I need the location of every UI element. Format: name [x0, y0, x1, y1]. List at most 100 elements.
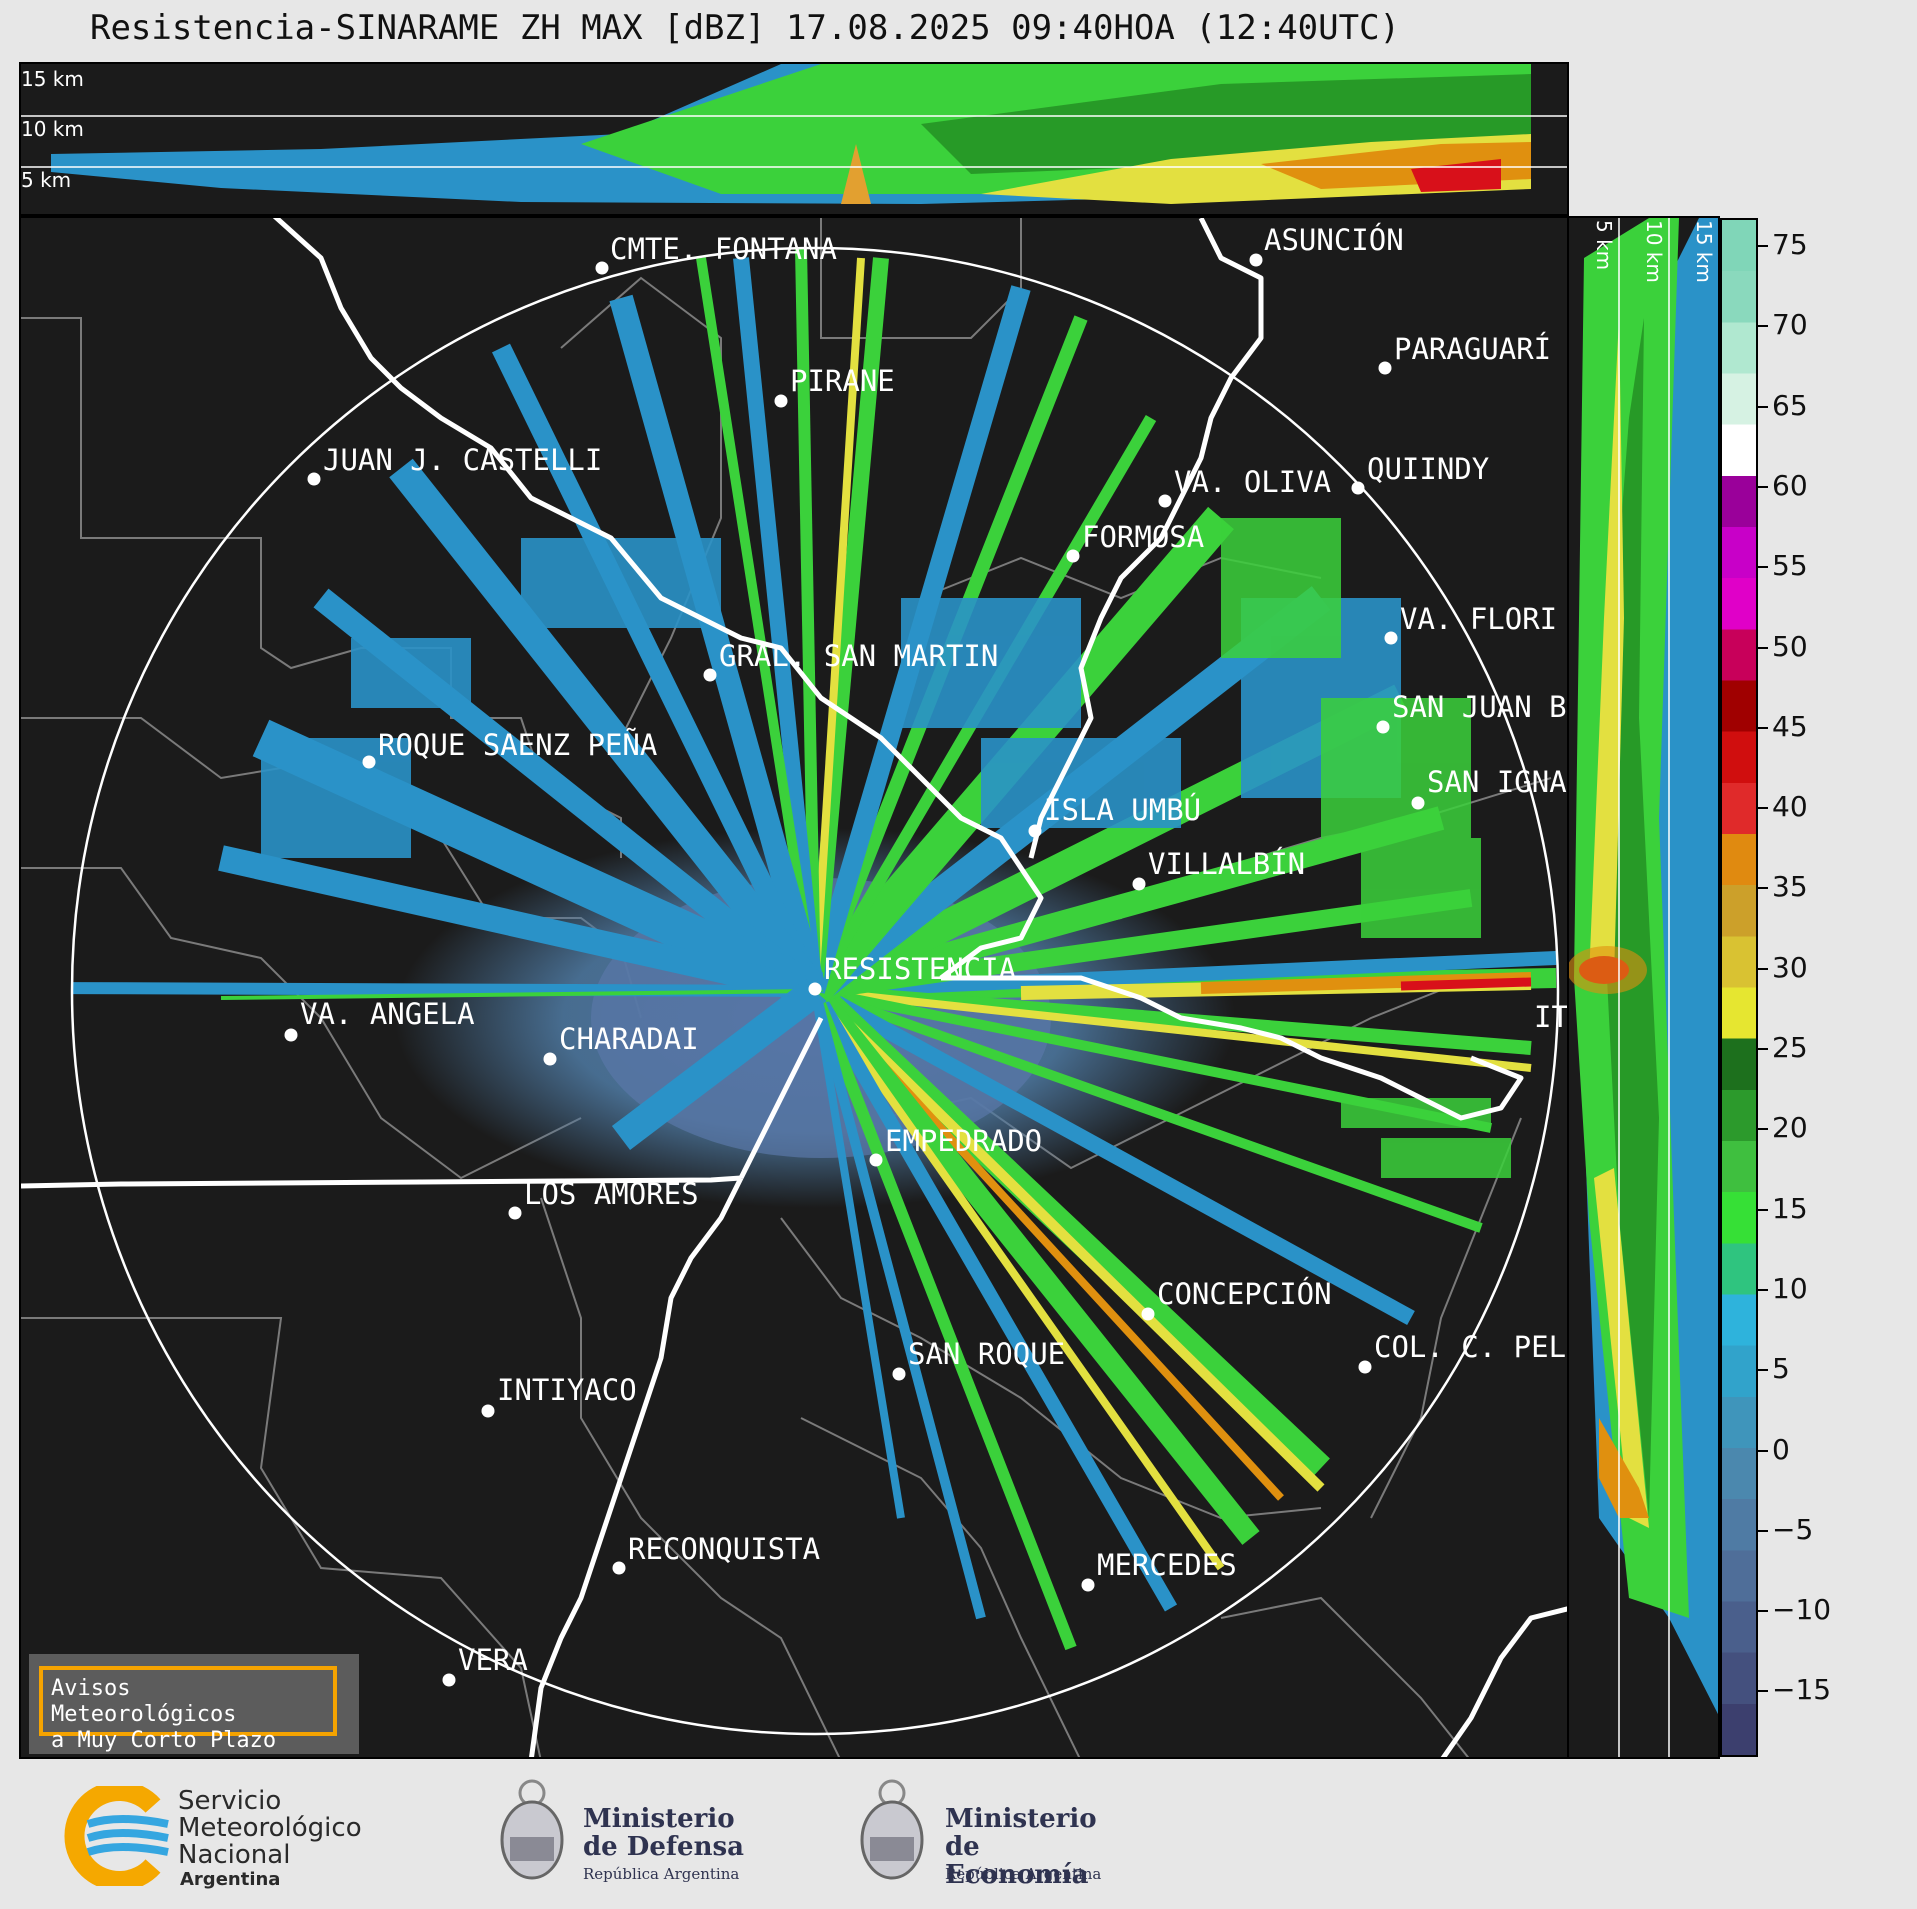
colorbar-tick-label: 65 — [1772, 388, 1808, 422]
colorbar-tick-label: 70 — [1772, 308, 1808, 342]
city-label: EMPEDRADO — [885, 1124, 1042, 1158]
city-label: RECONQUISTA — [628, 1532, 820, 1566]
side-label-5km: 5 km — [1592, 220, 1616, 270]
radar-map[interactable]: CMTE. FONTANA ASUNCIÓN PARAGUARÍ PIRANE JUAN… — [19, 216, 1569, 1759]
colorbar-tick — [1758, 1610, 1768, 1613]
smn-line2: Meteorológico — [178, 1813, 362, 1843]
top-label-5km: 5 km — [21, 168, 71, 192]
side-label-15km: 15 km — [1692, 220, 1716, 283]
city-dot — [1411, 796, 1425, 810]
top-label-10km: 10 km — [21, 117, 84, 141]
colorbar-tick — [1758, 646, 1768, 649]
city-dot — [703, 668, 717, 682]
smn-line3: Nacional — [178, 1840, 291, 1870]
city-label: MERCEDES — [1097, 1548, 1237, 1582]
city-label: CHARADAI — [559, 1022, 699, 1056]
side-echo-orange — [1599, 1418, 1649, 1518]
economia-line3: República Argentina — [945, 1865, 1102, 1883]
rivers-borders — [21, 218, 1567, 1757]
city-dot — [1028, 824, 1042, 838]
city-label: CMTE. FONTANA — [610, 232, 837, 266]
side-echo-yellow — [1589, 318, 1624, 978]
top-height-profile: 15 km 10 km 5 km — [19, 62, 1569, 216]
colorbar-tick-label: 25 — [1772, 1031, 1808, 1064]
colorbar-tick — [1758, 325, 1768, 328]
defensa-logo: Ministerio de Defensa República Argentin… — [495, 1775, 755, 1895]
colorbar-tick — [1758, 485, 1768, 488]
colorbar-tick-label: 35 — [1772, 870, 1808, 904]
city-dot — [1378, 361, 1392, 375]
city-dot — [612, 1561, 626, 1575]
city-dot — [442, 1673, 456, 1687]
colorbar — [1720, 218, 1758, 1757]
colorbar-tick — [1758, 807, 1768, 810]
city-dot — [892, 1367, 906, 1381]
city-dot — [543, 1052, 557, 1066]
economia-line1: Ministerio — [945, 1804, 1097, 1834]
side-profile-svg: 5 km 10 km 15 km — [1569, 218, 1718, 1757]
city-dot — [1066, 549, 1080, 563]
city-dot — [1351, 481, 1365, 495]
city-label: VA. ANGELA — [300, 997, 475, 1031]
colorbar-tick — [1758, 1449, 1768, 1452]
city-label: QUIINDY — [1367, 452, 1489, 486]
city-label: FORMOSA — [1082, 520, 1204, 554]
chart-title: Resistencia-SINARAME ZH MAX [dBZ] 17.08.… — [89, 8, 1401, 48]
city-label: ROQUE SAENZ PEÑA — [378, 728, 657, 762]
city-label: CONCEPCIÓN — [1157, 1277, 1332, 1311]
escudo-icon-2 — [860, 1779, 924, 1880]
notice-line1: Avisos Meteorológicos — [51, 1676, 237, 1727]
colorbar-tick — [1758, 887, 1768, 890]
colorbar-tick-label: 45 — [1772, 709, 1808, 743]
colorbar-tick-label: 5 — [1772, 1352, 1790, 1386]
notice-line2: a Muy Corto Plazo — [51, 1728, 277, 1753]
smn-logo-icon — [64, 1786, 169, 1886]
city-dot — [508, 1206, 522, 1220]
city-label: VA. FLORI — [1400, 602, 1557, 636]
city-dot — [1358, 1360, 1372, 1374]
city-dot — [284, 1028, 298, 1042]
city-dot — [774, 394, 788, 408]
colorbar-tick-label: −10 — [1772, 1593, 1832, 1627]
colorbar-tick-label: −15 — [1772, 1673, 1832, 1707]
city-label: SAN IGNA — [1427, 765, 1567, 799]
city-label: SAN JUAN B — [1392, 690, 1567, 724]
colorbar-tick — [1758, 1128, 1768, 1131]
echo-rays — [72, 248, 1557, 1651]
city-dot — [307, 472, 321, 486]
defensa-line1: Ministerio — [583, 1804, 735, 1834]
colorbar-tick-label: 50 — [1772, 629, 1808, 663]
colorbar-tick — [1758, 967, 1768, 970]
colorbar-tick — [1758, 1369, 1768, 1372]
colorbar-tick — [1758, 1690, 1768, 1693]
escudo-icon — [500, 1779, 564, 1880]
city-dot — [1158, 494, 1172, 508]
economia-logo: Ministerio de Economía República Argenti… — [855, 1775, 1115, 1895]
colorbar-tick-label: 40 — [1772, 790, 1808, 824]
city-dot — [481, 1404, 495, 1418]
colorbar-tick-label: 0 — [1772, 1432, 1790, 1466]
colorbar-tick-label: −5 — [1772, 1512, 1814, 1546]
defensa-line2: de Defensa — [583, 1832, 744, 1862]
colorbar-tick — [1758, 405, 1768, 408]
colorbar-tick — [1758, 1048, 1768, 1050]
colorbar-tick-label: 15 — [1772, 1191, 1808, 1225]
colorbar-tick — [1758, 726, 1768, 729]
side-height-profile: 5 km 10 km 15 km — [1569, 216, 1720, 1759]
smn-line4: Argentina — [180, 1869, 281, 1890]
city-label: VA. OLIVA — [1174, 465, 1331, 499]
colorbar-tick-label: 10 — [1772, 1271, 1808, 1305]
colorbar-tick-label: 20 — [1772, 1111, 1808, 1145]
notice-box[interactable]: Avisos Meteorológicos a Muy Corto Plazo — [29, 1654, 359, 1754]
colorbar-tick-label: 75 — [1772, 228, 1808, 261]
colorbar-tick — [1758, 1288, 1768, 1291]
city-dot — [1081, 1578, 1095, 1592]
top-profile-svg: 15 km 10 km 5 km — [21, 64, 1567, 204]
side-label-10km: 10 km — [1642, 220, 1666, 283]
colorbar-tick — [1758, 245, 1768, 247]
economia-line2: de Economía — [945, 1832, 1089, 1890]
colorbar-tick — [1758, 1208, 1768, 1211]
side-echo-yellow2 — [1594, 1168, 1649, 1528]
colorbar-tick-label: 55 — [1772, 549, 1808, 583]
city-label: LOS AMORES — [524, 1177, 699, 1211]
